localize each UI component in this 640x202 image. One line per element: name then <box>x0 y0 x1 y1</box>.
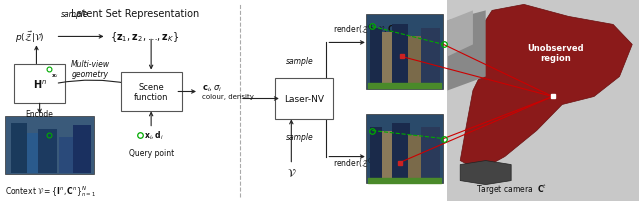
Bar <box>59 137 73 173</box>
Bar <box>420 127 440 183</box>
FancyBboxPatch shape <box>366 114 443 183</box>
Bar <box>383 33 392 89</box>
Bar <box>38 129 58 173</box>
Bar <box>27 133 38 173</box>
Text: Unobserved
region: Unobserved region <box>527 44 584 63</box>
Bar <box>420 29 440 89</box>
Polygon shape <box>460 161 511 185</box>
Text: sample: sample <box>61 10 88 19</box>
FancyBboxPatch shape <box>275 79 333 119</box>
Bar <box>370 127 383 183</box>
Text: $\{\mathbf{z}_1, \mathbf{z}_2, \ldots, \mathbf{z}_K\}$: $\{\mathbf{z}_1, \mathbf{z}_2, \ldots, \… <box>109 30 179 44</box>
Text: $\mathbf{H}^n$: $\mathbf{H}^n$ <box>33 78 47 90</box>
Text: Context $\mathcal{V} = \{\mathbf{I}^n, \mathbf{C}^n\}_{n=1}^N$: Context $\mathcal{V} = \{\mathbf{I}^n, \… <box>4 183 95 198</box>
Text: $\mathbf{c}_i, \sigma_i$: $\mathbf{c}_i, \sigma_i$ <box>202 83 222 93</box>
Polygon shape <box>447 11 473 57</box>
FancyBboxPatch shape <box>121 73 182 111</box>
Bar <box>383 131 394 183</box>
Text: sample: sample <box>286 57 314 66</box>
Text: Encode: Encode <box>26 109 54 118</box>
Text: sample: sample <box>286 132 314 141</box>
Polygon shape <box>447 11 486 91</box>
Text: Scene
function: Scene function <box>134 82 169 102</box>
Text: $p(\vec{\mathcal{Z}}|\mathcal{V})$: $p(\vec{\mathcal{Z}}|\mathcal{V})$ <box>15 30 45 45</box>
Text: render$(\mathcal{Z}^{(1)}, \mathcal{V}, \mathbf{C}^t)$: render$(\mathcal{Z}^{(1)}, \mathcal{V}, … <box>333 23 400 36</box>
Text: $\mathbf{x}_i$: $\mathbf{x}_i$ <box>51 72 58 80</box>
Bar <box>370 29 383 89</box>
Polygon shape <box>460 5 632 171</box>
Bar <box>408 37 420 89</box>
Bar <box>11 123 27 173</box>
Text: Multi-view
geometry: Multi-view geometry <box>71 59 110 79</box>
Text: $\mathcal{V}$: $\mathcal{V}$ <box>287 167 296 179</box>
FancyBboxPatch shape <box>14 65 65 103</box>
Text: Laser-NV: Laser-NV <box>284 95 324 103</box>
Text: $\mathbf{x}_i, \mathbf{d}_i$: $\mathbf{x}_i, \mathbf{d}_i$ <box>144 129 164 141</box>
FancyBboxPatch shape <box>4 116 94 174</box>
Text: Target camera  $\mathbf{C}^t$: Target camera $\mathbf{C}^t$ <box>476 182 547 196</box>
Text: render$(\mathcal{Z}^{(2)}, \mathcal{V}, \mathbf{C}^t)$: render$(\mathcal{Z}^{(2)}, \mathcal{V}, … <box>333 156 400 169</box>
Bar <box>392 123 410 183</box>
Text: Latent Set Representation: Latent Set Representation <box>71 9 199 19</box>
Bar <box>73 125 91 173</box>
Polygon shape <box>447 1 639 201</box>
Text: Query point: Query point <box>129 148 174 157</box>
Text: colour, density: colour, density <box>202 94 254 100</box>
Bar <box>408 135 420 183</box>
Bar <box>392 25 408 89</box>
FancyBboxPatch shape <box>366 15 443 90</box>
